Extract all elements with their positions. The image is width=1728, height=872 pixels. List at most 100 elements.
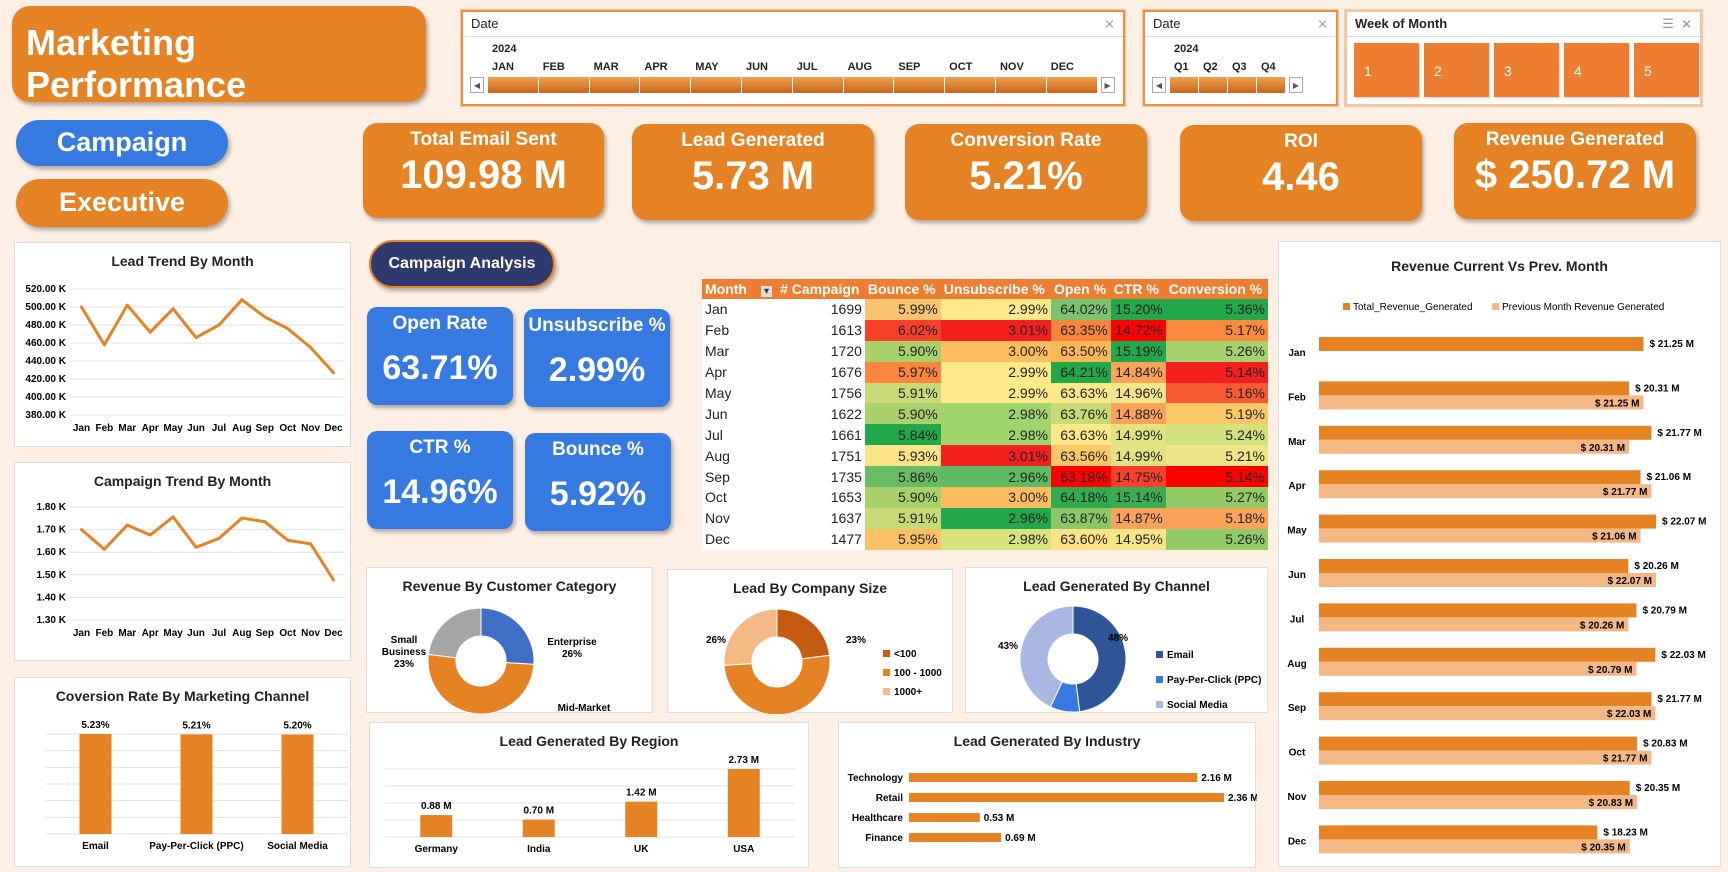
month-segment[interactable] (894, 77, 946, 93)
column-header[interactable]: Conversion % (1165, 279, 1268, 299)
data-label: 0.69 M (1005, 833, 1036, 844)
metric-cell: 2.98% (940, 424, 1051, 446)
x-tick-label: USA (733, 844, 754, 855)
clear-filter-icon[interactable]: ⨯ (1104, 16, 1115, 31)
campaign-analysis-button[interactable]: Campaign Analysis (369, 240, 555, 288)
data-point (332, 578, 336, 582)
y-tick-label: Jan (1288, 348, 1305, 359)
quarter-timeline-slicer[interactable]: Date ⨯ 2024 Q1 Q2 Q3 Q4 ◀ ▶ (1143, 10, 1338, 106)
metric-cell: 5.90% (864, 403, 941, 425)
month-cell: Apr (702, 361, 778, 383)
month-segment[interactable] (691, 77, 742, 93)
chart-title: Lead Generated By Channel (1023, 578, 1210, 594)
month-segment[interactable] (843, 77, 895, 93)
bar (1319, 706, 1656, 721)
month-cell: Jan (702, 299, 778, 320)
x-tick-label: Social Media (267, 841, 328, 852)
metric-cell: 5.17% (1165, 319, 1268, 341)
series-line (80, 515, 335, 581)
metric-cell: 14.88% (1110, 403, 1166, 425)
metric-cell: 3.01% (940, 319, 1051, 341)
x-tick-label: Jun (187, 423, 205, 434)
metric-cell: 5.93% (864, 445, 941, 467)
month-segment[interactable] (792, 77, 844, 93)
metric-cell: 63.50% (1050, 340, 1111, 362)
week-button[interactable]: 4 (1564, 43, 1629, 97)
data-label: 2.73 M (728, 755, 759, 766)
column-header[interactable]: Month ▾ (702, 279, 778, 299)
metric-cell: 3.00% (940, 487, 1051, 508)
clear-filter-icon[interactable]: ⨯ (1317, 16, 1328, 31)
month-cell: Jul (702, 424, 778, 446)
clear-filter-icon[interactable]: ⨯ (1681, 16, 1692, 31)
month-segment[interactable] (945, 77, 996, 93)
metric-cell: 5.18% (1165, 507, 1268, 529)
month-segment[interactable] (589, 77, 641, 93)
month-segment[interactable] (741, 77, 793, 93)
column-header[interactable]: Open % (1050, 279, 1111, 299)
quarter-segment[interactable] (1257, 77, 1286, 93)
metric-cell: 64.21% (1050, 361, 1111, 383)
data-point (102, 547, 106, 551)
multi-select-icon[interactable]: ☰ (1662, 16, 1674, 31)
month-segment[interactable] (538, 77, 590, 93)
metric-cell: 14.96% (1110, 382, 1166, 404)
lead-by-industry-plot: Technology 2.16 M Retail 2.36 M Healthcare 0.… (848, 773, 1259, 844)
month-label: OCT (949, 61, 973, 73)
quarter-segment[interactable] (1228, 77, 1257, 93)
quarter-segment[interactable] (1170, 77, 1199, 93)
month-segment[interactable] (488, 77, 539, 93)
table-row: Jun 1622 5.90% 2.98% 63.76% 14.88% 5.19% (702, 403, 1268, 425)
executive-button[interactable]: Executive (16, 179, 228, 227)
week-button[interactable]: 3 (1494, 43, 1559, 97)
legend-label: Previous Month Revenue Generated (1502, 302, 1664, 313)
data-label: $ 20.31 M (1581, 443, 1625, 454)
month-label: AUG (847, 61, 873, 73)
x-tick-label: Jan (73, 628, 90, 639)
week-button[interactable]: 5 (1634, 43, 1699, 97)
data-label: 5.20% (283, 721, 311, 732)
table-row: Dec 1477 5.95% 2.98% 63.60% 14.95% 5.26% (702, 528, 1268, 550)
scroll-right-icon[interactable]: ▶ (1289, 77, 1303, 93)
column-header[interactable]: CTR % (1110, 279, 1166, 299)
column-header[interactable]: # Campaign (777, 279, 865, 299)
bar (1319, 439, 1630, 454)
campaign-button[interactable]: Campaign (16, 120, 228, 166)
month-segment[interactable] (995, 77, 1047, 93)
bar (1319, 839, 1630, 854)
month-segment[interactable] (640, 77, 692, 93)
metric-cell: 6.02% (864, 319, 941, 341)
scroll-right-icon[interactable]: ▶ (1100, 77, 1115, 93)
week-button[interactable]: 1 (1354, 43, 1419, 97)
y-tick-label: 520.00 K (25, 284, 66, 295)
filter-dropdown-icon[interactable]: ▾ (760, 286, 773, 297)
column-header[interactable]: Unsubscribe % (940, 279, 1051, 299)
metric-cell: 63.63% (1050, 424, 1111, 446)
timeline-header: Date (471, 16, 499, 31)
data-label: 1.42 M (626, 788, 657, 799)
metric-cell: 14.95% (1110, 528, 1166, 550)
month-timeline-slicer[interactable]: Date ⨯ 2024 JAN FEB MAR APR MAY JUN JUL AUG SEP OC… (461, 10, 1125, 106)
week-button[interactable]: 2 (1424, 43, 1489, 97)
scroll-left-icon[interactable]: ◀ (1152, 77, 1166, 93)
lead-trend-plot: 520.00 K 500.00 K 480.00 K 460.00 K 440.00 K… (25, 284, 345, 434)
legend-swatch (1156, 701, 1163, 708)
bar (727, 769, 760, 837)
month-cell: Mar (702, 340, 778, 362)
month-cell: Aug (702, 445, 778, 467)
quarter-segment[interactable] (1199, 77, 1228, 93)
scroll-left-icon[interactable]: ◀ (470, 77, 484, 93)
legend-label: Email (1167, 650, 1194, 661)
month-cell: May (702, 382, 778, 404)
column-header[interactable]: Bounce % (864, 279, 941, 299)
bounce-card: Bounce % 5.92% (525, 433, 671, 531)
month-segment[interactable] (1046, 77, 1098, 93)
legend-swatch (1492, 303, 1499, 310)
campaign-cell: 1637 (777, 507, 865, 529)
lead-trend-chart: Lead Trend By Month 520.00 K 500.00 K 480.… (14, 242, 351, 447)
data-label: 5.23% (81, 720, 109, 731)
bar (1319, 736, 1638, 751)
metric-cell: 5.91% (864, 382, 941, 404)
